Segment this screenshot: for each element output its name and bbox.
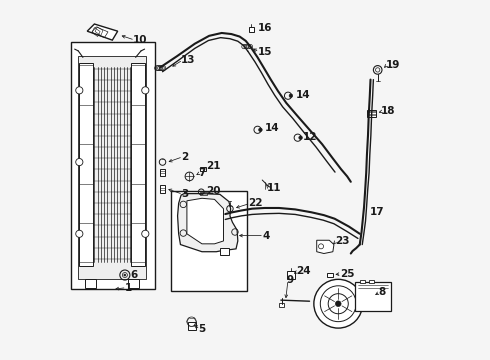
- Polygon shape: [177, 194, 238, 252]
- Circle shape: [299, 136, 302, 139]
- Text: 25: 25: [340, 269, 354, 279]
- Bar: [279, 303, 285, 307]
- Text: 16: 16: [258, 23, 272, 33]
- Polygon shape: [317, 240, 334, 253]
- Bar: [188, 321, 196, 329]
- Circle shape: [320, 286, 356, 321]
- Text: 24: 24: [296, 266, 311, 276]
- Text: 17: 17: [369, 207, 384, 217]
- Bar: [368, 280, 374, 283]
- Circle shape: [259, 128, 262, 132]
- Text: 14: 14: [265, 123, 279, 133]
- Polygon shape: [78, 56, 147, 279]
- Bar: [248, 27, 254, 32]
- Text: 21: 21: [206, 161, 221, 171]
- Circle shape: [124, 274, 126, 276]
- Circle shape: [142, 230, 149, 237]
- Circle shape: [142, 87, 149, 94]
- Circle shape: [314, 279, 363, 328]
- Text: 20: 20: [206, 186, 221, 196]
- Polygon shape: [87, 24, 118, 40]
- Text: 7: 7: [198, 168, 206, 178]
- Text: 2: 2: [181, 152, 189, 162]
- Text: 15: 15: [258, 47, 272, 57]
- Text: 11: 11: [267, 183, 282, 193]
- Bar: [327, 273, 333, 277]
- Text: 5: 5: [198, 324, 206, 334]
- Bar: [220, 248, 229, 255]
- Text: 22: 22: [248, 198, 263, 208]
- Text: 10: 10: [133, 35, 147, 45]
- Bar: [128, 279, 139, 288]
- Text: 12: 12: [302, 132, 317, 142]
- Text: 4: 4: [262, 231, 270, 240]
- Text: 8: 8: [378, 287, 386, 297]
- Bar: [85, 279, 96, 288]
- Polygon shape: [131, 63, 146, 266]
- Text: 19: 19: [386, 59, 400, 69]
- Text: 13: 13: [181, 55, 196, 65]
- Bar: [172, 191, 247, 291]
- Circle shape: [76, 158, 83, 166]
- Text: 6: 6: [130, 270, 138, 280]
- Circle shape: [76, 87, 83, 94]
- Circle shape: [76, 230, 83, 237]
- Bar: [355, 282, 392, 311]
- Text: 3: 3: [181, 189, 189, 199]
- Circle shape: [289, 94, 293, 98]
- Polygon shape: [79, 63, 93, 266]
- Bar: [200, 192, 207, 195]
- Bar: [160, 185, 166, 193]
- Text: 18: 18: [381, 106, 396, 116]
- Polygon shape: [287, 271, 295, 279]
- Bar: [360, 280, 365, 283]
- Polygon shape: [187, 198, 223, 244]
- Circle shape: [328, 294, 348, 314]
- Text: 1: 1: [125, 283, 132, 293]
- Text: 14: 14: [296, 90, 311, 100]
- Text: 9: 9: [286, 275, 294, 285]
- Bar: [71, 42, 155, 289]
- Bar: [367, 110, 376, 117]
- Bar: [160, 169, 166, 176]
- Bar: [200, 167, 205, 171]
- Text: 23: 23: [335, 236, 349, 246]
- Circle shape: [335, 301, 341, 307]
